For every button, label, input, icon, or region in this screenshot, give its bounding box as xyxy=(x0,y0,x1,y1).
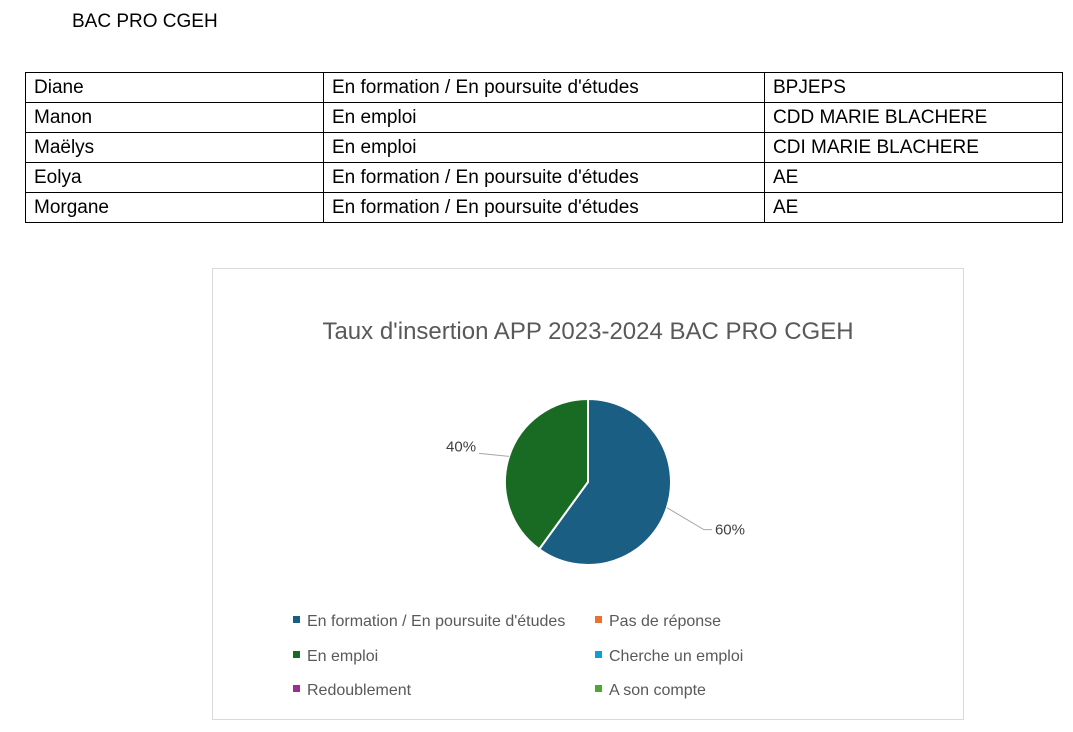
legend-swatch xyxy=(595,685,602,692)
table-row: Diane En formation / En poursuite d'étud… xyxy=(25,72,1063,103)
status-cell: En formation / En poursuite d'études xyxy=(323,192,765,223)
legend-swatch xyxy=(293,651,300,658)
status-cell: En emploi xyxy=(323,102,765,133)
chart-title: Taux d'insertion APP 2023-2024 BAC PRO C… xyxy=(322,318,853,345)
legend-swatch xyxy=(293,685,300,692)
student-name-cell: Eolya xyxy=(25,162,324,193)
legend-item-redoublement: Redoublement xyxy=(293,682,412,699)
legend-item-a-son-compte: A son compte xyxy=(595,682,706,699)
legend-label: En formation / En poursuite d'études xyxy=(307,613,565,630)
legend-swatch xyxy=(595,651,602,658)
legend-item-en-emploi: En emploi xyxy=(293,648,378,665)
legend-label: Redoublement xyxy=(307,682,412,699)
legend-item-en-formation-en-poursuite-d-etudes: En formation / En poursuite d'études xyxy=(293,613,565,630)
table-row: Morgane En formation / En poursuite d'ét… xyxy=(25,192,1063,223)
detail-cell: AE xyxy=(764,162,1063,193)
student-name-cell: Maëlys xyxy=(25,132,324,163)
detail-cell: AE xyxy=(764,192,1063,223)
legend-swatch xyxy=(293,616,300,623)
status-cell: En emploi xyxy=(323,132,765,163)
detail-cell: BPJEPS xyxy=(764,72,1063,103)
legend-item-pas-de-reponse: Pas de réponse xyxy=(595,613,721,630)
student-name-cell: Diane xyxy=(25,72,324,103)
table-row: Maëlys En emploi CDI MARIE BLACHERE xyxy=(25,132,1063,163)
legend-label: En emploi xyxy=(307,648,378,665)
pie-chart: Taux d'insertion APP 2023-2024 BAC PRO C… xyxy=(293,318,854,699)
detail-cell: CDI MARIE BLACHERE xyxy=(764,132,1063,163)
table-row: Manon En emploi CDD MARIE BLACHERE xyxy=(25,102,1063,133)
page-heading: BAC PRO CGEH xyxy=(72,11,218,32)
data-label-en-formation-en-poursuite-d-etudes: 60% xyxy=(715,522,745,539)
placement-table: Diane En formation / En poursuite d'étud… xyxy=(25,72,1063,223)
legend-item-cherche-un-emploi: Cherche un emploi xyxy=(595,648,743,665)
student-name-cell: Morgane xyxy=(25,192,324,223)
data-label-leader-line xyxy=(479,452,510,457)
status-cell: En formation / En poursuite d'études xyxy=(323,72,765,103)
legend-label: Cherche un emploi xyxy=(609,648,743,665)
data-label-en-emploi: 40% xyxy=(446,438,476,455)
table-row: Eolya En formation / En poursuite d'étud… xyxy=(25,162,1063,193)
legend-swatch xyxy=(595,616,602,623)
student-name-cell: Manon xyxy=(25,102,324,133)
detail-cell: CDD MARIE BLACHERE xyxy=(764,102,1063,133)
legend-label: A son compte xyxy=(609,682,706,699)
pie-slice-en-emploi xyxy=(504,397,589,551)
data-label-leader-line xyxy=(666,507,712,531)
status-cell: En formation / En poursuite d'études xyxy=(323,162,765,193)
legend-label: Pas de réponse xyxy=(609,613,721,630)
pie-chart-container: Taux d'insertion APP 2023-2024 BAC PRO C… xyxy=(212,268,964,720)
